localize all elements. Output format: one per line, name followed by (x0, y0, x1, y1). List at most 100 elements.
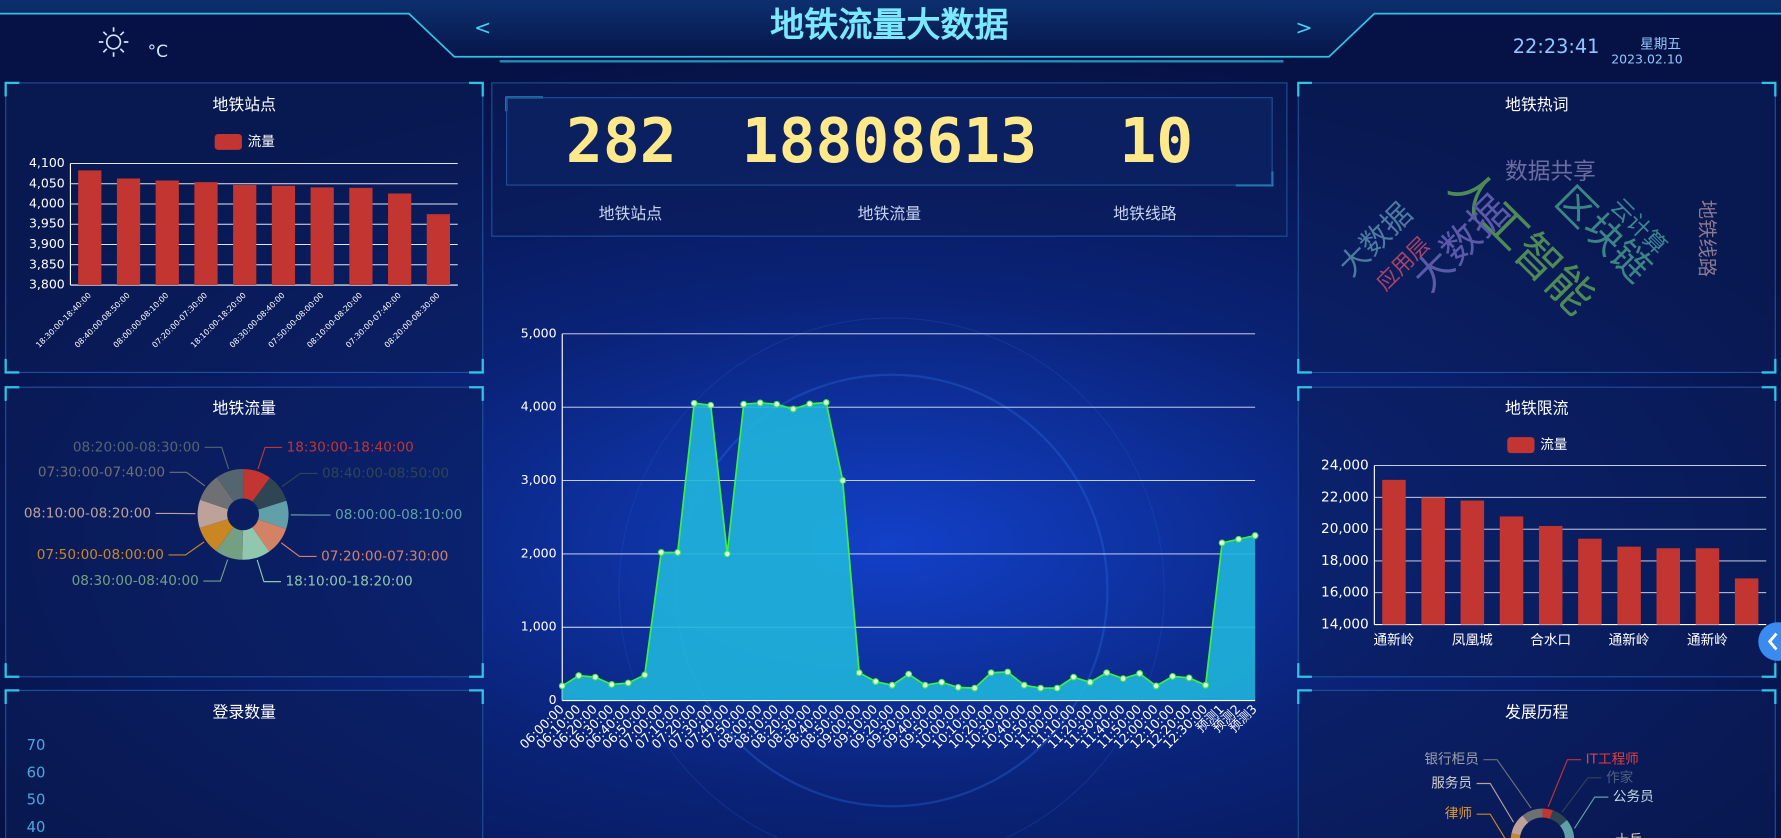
side-toggle[interactable] (1758, 622, 1781, 661)
pie-slice (242, 527, 270, 560)
y-tick-label: 18,000 (1321, 553, 1369, 569)
legend-label: 流量 (248, 134, 275, 150)
prev-arrow[interactable]: < (474, 15, 491, 39)
bar (233, 184, 257, 286)
slice-label: 08:20:00-08:30:00 (73, 439, 200, 455)
bar (1578, 538, 1602, 625)
next-arrow[interactable]: > (1295, 15, 1312, 39)
header-outline (0, 12, 1781, 58)
slice-label: 08:10:00-08:20:00 (24, 505, 151, 521)
panel-title: 地铁热词 (1505, 95, 1569, 114)
pie-slice (197, 499, 229, 528)
label-leader (280, 542, 317, 558)
slice-label: 银行柜员 (1424, 752, 1478, 768)
label-leader (1547, 759, 1582, 807)
y-tick-label: 3,900 (29, 236, 65, 251)
slice-label: 律师 (1445, 806, 1472, 822)
header-bar (0, 0, 1781, 57)
point (575, 672, 583, 680)
pie-slice (252, 477, 287, 510)
y-tick-label: 1,000 (521, 619, 557, 634)
x-tick-label: 通新岭 (1609, 632, 1650, 648)
point (1169, 672, 1177, 680)
point (954, 683, 962, 691)
point (1152, 682, 1160, 690)
point (1136, 670, 1144, 677)
stat-label: 地铁流量 (858, 204, 922, 223)
point (872, 678, 880, 685)
label-leader (1561, 777, 1602, 813)
pie-slice (215, 527, 243, 560)
point (905, 670, 913, 678)
label-leader (1476, 782, 1515, 823)
pie-slice (1511, 815, 1529, 836)
pie-slice (1510, 833, 1521, 838)
y-tick-label: 4,000 (521, 399, 557, 414)
point (789, 405, 797, 413)
bar (310, 187, 334, 286)
temperature-unit: °C (148, 42, 168, 62)
point (1020, 681, 1028, 689)
slice-label: 士兵 (1615, 832, 1642, 838)
point (1202, 681, 1210, 689)
y-tick-label: 22,000 (1321, 489, 1369, 505)
y-tick-label: 0 (549, 692, 557, 707)
bar (1617, 546, 1641, 625)
bar (388, 193, 412, 286)
point (740, 400, 748, 408)
label-leader (1573, 796, 1609, 829)
point (806, 400, 814, 408)
pie-slice (200, 477, 234, 510)
point (773, 400, 781, 408)
point (1103, 669, 1111, 677)
point (938, 678, 946, 686)
point (822, 399, 830, 406)
point (1251, 532, 1259, 539)
word: 地铁线路 (1696, 200, 1719, 277)
y-tick-label: 4,100 (29, 155, 65, 170)
pie-slice (243, 468, 271, 502)
slice-label: 08:30:00-08:40:00 (72, 573, 199, 589)
slice-label: 08:40:00-08:50:00 (322, 465, 449, 481)
bar (78, 170, 102, 286)
slice-label: 作家 (1606, 769, 1634, 786)
pie-slice (216, 468, 244, 502)
stat-value: 10 (1119, 106, 1193, 177)
y-tick-label: 60 (27, 764, 46, 781)
label-leader (1483, 759, 1532, 809)
slice-label: 07:20:00-07:30:00 (321, 548, 448, 564)
y-tick-label: 3,950 (29, 216, 65, 231)
weekday: 星期五 (1640, 36, 1681, 52)
clock-time: 22:23:41 (1513, 35, 1600, 58)
slice-label: 18:30:00-18:40:00 (287, 439, 414, 455)
point (1119, 675, 1127, 683)
pie-slice (199, 519, 234, 551)
point (723, 550, 731, 558)
weather-icon (98, 27, 129, 57)
x-tick-label: 凤凰城 (1452, 632, 1493, 648)
pie-slice (1550, 810, 1567, 826)
point (888, 681, 896, 689)
point (558, 682, 566, 690)
legend-label: 流量 (1540, 437, 1567, 453)
label-leader (256, 559, 281, 583)
stat-value: 282 (566, 106, 677, 177)
x-tick-label: 通新岭 (1374, 632, 1415, 648)
point (1037, 684, 1045, 692)
point (1218, 539, 1226, 547)
slice-label: 07:30:00-07:40:00 (38, 464, 165, 480)
pie-slice (258, 500, 289, 529)
point (707, 401, 715, 409)
panel-title: 登录数量 (212, 703, 276, 722)
slice-label: IT工程师 (1586, 752, 1639, 768)
date: 2023.02.10 (1611, 52, 1683, 67)
bar (194, 182, 218, 286)
y-tick-label: 4,050 (29, 175, 65, 190)
pie-slice (1559, 819, 1575, 838)
point (756, 399, 764, 407)
y-tick-label: 14,000 (1321, 617, 1369, 633)
stat-label: 地铁线路 (1113, 204, 1177, 223)
label-leader (203, 559, 229, 582)
bar (1382, 479, 1406, 625)
